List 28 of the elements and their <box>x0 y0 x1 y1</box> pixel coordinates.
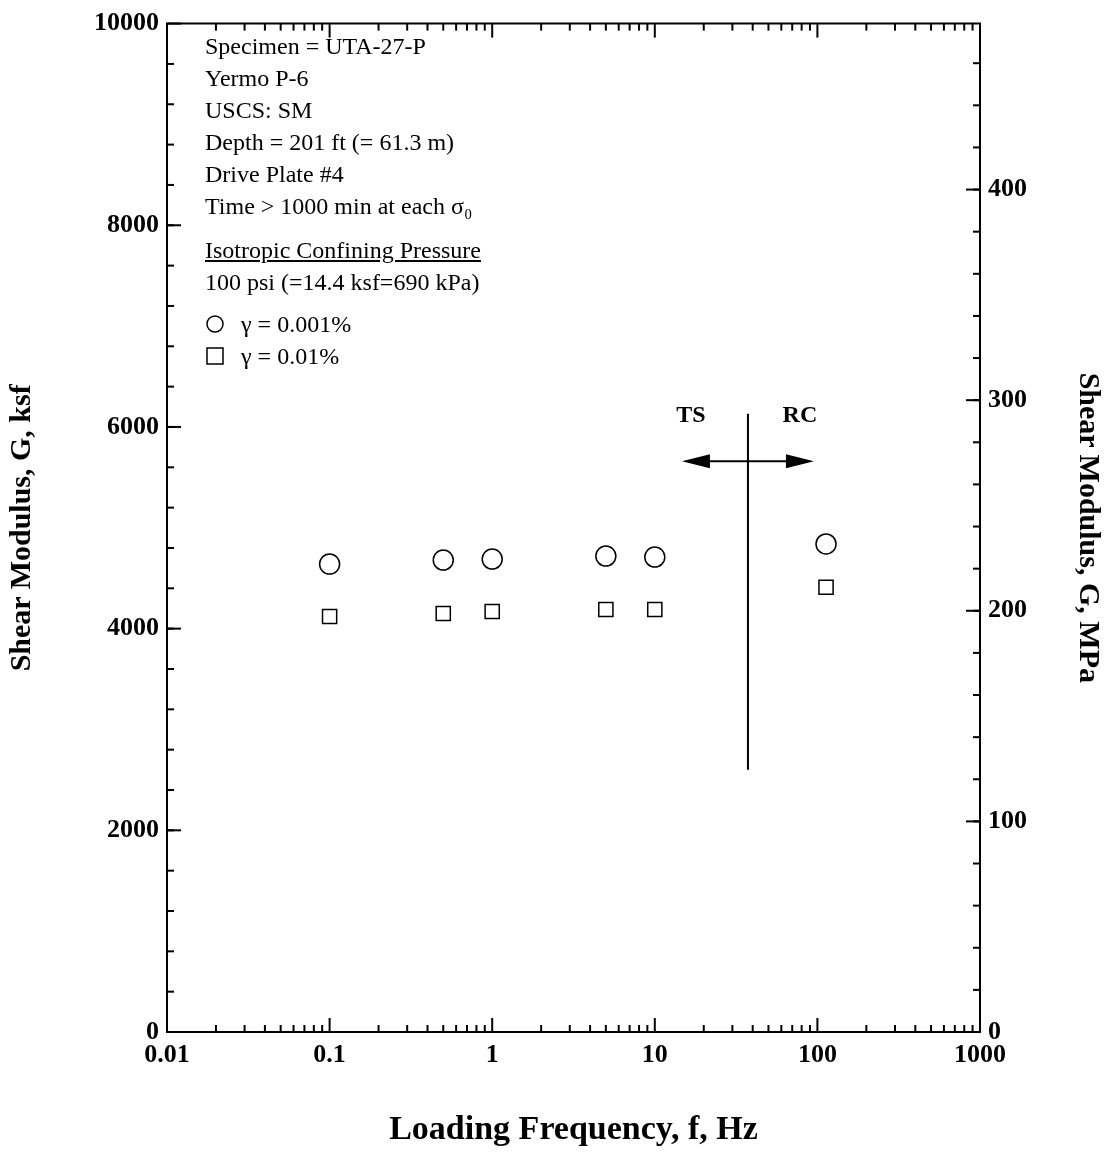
y2-tick-label: 100 <box>988 805 1027 835</box>
legend-label: γ = 0.001% <box>241 310 352 339</box>
annotation: TS <box>676 401 706 428</box>
annotation: 100 psi (=14.4 ksf=690 kPa) <box>205 268 481 297</box>
y2-tick-label: 400 <box>988 173 1027 203</box>
annotation: Time > 1000 min at each σ₀ <box>205 192 474 221</box>
y2-axis-title: Shear Modulus, G, MPa <box>1074 372 1108 683</box>
x-axis-title: Loading Frequency, f, Hz <box>389 1109 758 1147</box>
x-tick-label: 1 <box>485 1039 499 1069</box>
annotation: Drive Plate #4 <box>205 160 345 189</box>
annotation: Isotropic Confining Pressure <box>205 236 481 265</box>
y2-tick-label: 300 <box>988 383 1027 413</box>
x-tick-label: 0.1 <box>313 1039 346 1069</box>
y2-tick-label: 200 <box>988 594 1027 624</box>
annotation: USCS: SM <box>205 96 314 125</box>
y-tick-label: 4000 <box>107 612 159 642</box>
annotation: Yermo P-6 <box>205 64 310 93</box>
annotation: Specimen = UTA-27-P <box>205 32 427 61</box>
y-tick-label: 2000 <box>107 814 159 844</box>
x-tick-label: 10 <box>641 1039 668 1069</box>
y-tick-label: 10000 <box>94 7 159 37</box>
x-tick-label: 100 <box>797 1039 837 1069</box>
annotation: RC <box>782 401 818 428</box>
annotation: Depth = 201 ft (= 61.3 m) <box>205 128 456 157</box>
legend-label: γ = 0.01% <box>241 342 340 371</box>
y-axis-title: Shear Modulus, G, ksf <box>2 383 36 672</box>
y-tick-label: 6000 <box>107 410 159 440</box>
y-tick-label: 8000 <box>107 209 159 238</box>
